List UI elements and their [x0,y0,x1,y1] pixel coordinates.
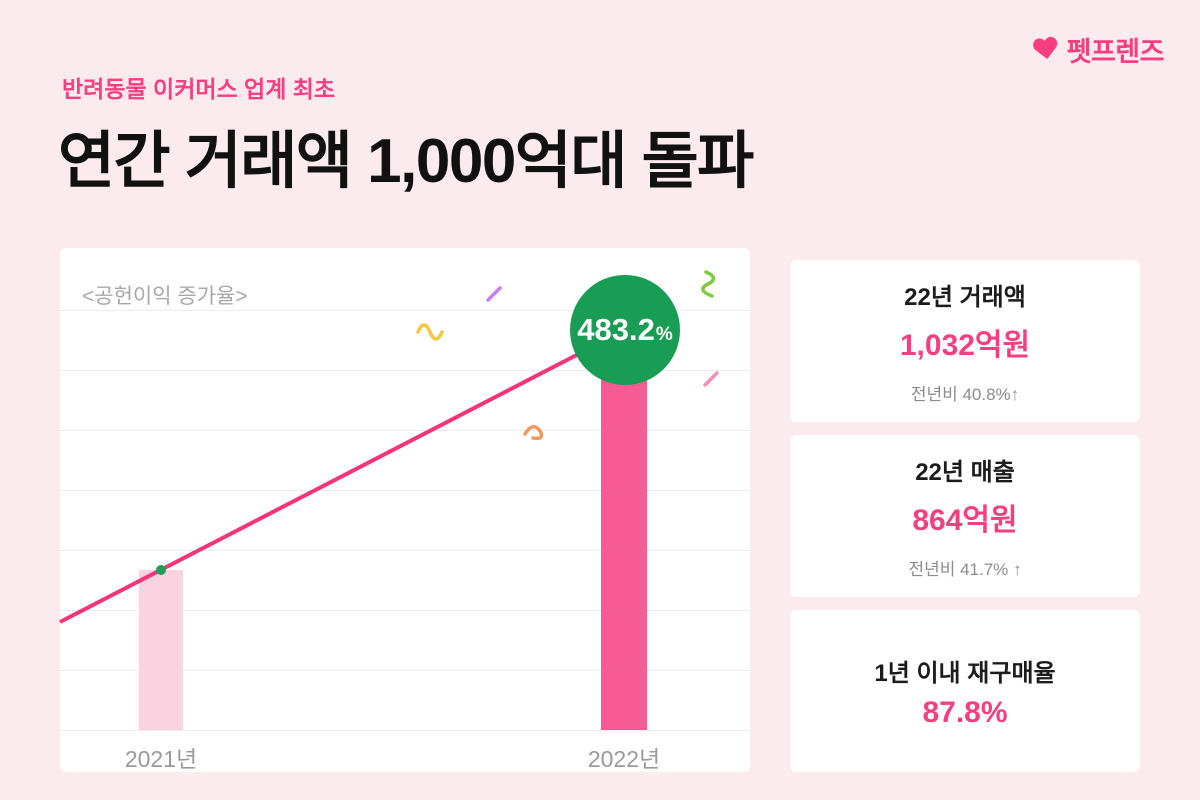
brand-name: 펫프렌즈 [1066,37,1165,67]
header-eyebrow: 반려동물 이커머스 업계 최초 [62,76,336,102]
x-axis-label-2022: 2022년 [587,746,661,772]
growth-badge: 483.2 % [570,275,680,385]
chart-title: <공헌이익 증가율> [82,285,248,308]
confetti-purple-icon [486,286,502,302]
card-title: 22년 매출 [915,459,1015,486]
card-revenue: 22년 매출 864억원 전년비 41.7% ↑ [790,435,1140,597]
growth-chart: <공헌이익 증가율> 483.2 % 2021년 2022년 [59,248,750,772]
brand-logo: 펫프렌즈 [1031,30,1165,69]
card-subtext: 전년비 41.7% ↑ [908,560,1022,579]
x-axis-label-2021: 2021년 [124,746,198,772]
gridline [60,670,750,671]
gridline [60,310,750,311]
confetti-yellow-icon [416,323,444,341]
card-title: 1년 이내 재구매율 [874,659,1056,687]
confetti-orange-icon [523,424,544,441]
card-value: 87.8% [922,695,1008,729]
bar-2021 [139,570,183,730]
growth-badge-value: 483.2 [577,312,655,347]
card-transaction-volume: 22년 거래액 1,032억원 전년비 40.8%↑ [790,260,1140,422]
card-value: 864억원 [912,504,1018,537]
growth-badge-unit: % [655,323,673,345]
page-title: 연간 거래액 1,000억대 돌파 [58,127,754,196]
stat-cards: 22년 거래액 1,032억원 전년비 40.8%↑ 22년 매출 864억원 … [790,260,1140,772]
card-value: 1,032억원 [899,329,1031,362]
confetti-pink-icon [703,371,719,387]
confetti-green-icon [701,270,716,298]
card-subtext: 전년비 40.8%↑ [910,385,1020,404]
heart-icon [1031,36,1060,63]
bar-2022 [601,361,647,730]
card-repurchase-rate: 1년 이내 재구매율 87.8% [790,610,1140,772]
card-title: 22년 거래액 [904,284,1026,311]
baseline [60,730,750,731]
